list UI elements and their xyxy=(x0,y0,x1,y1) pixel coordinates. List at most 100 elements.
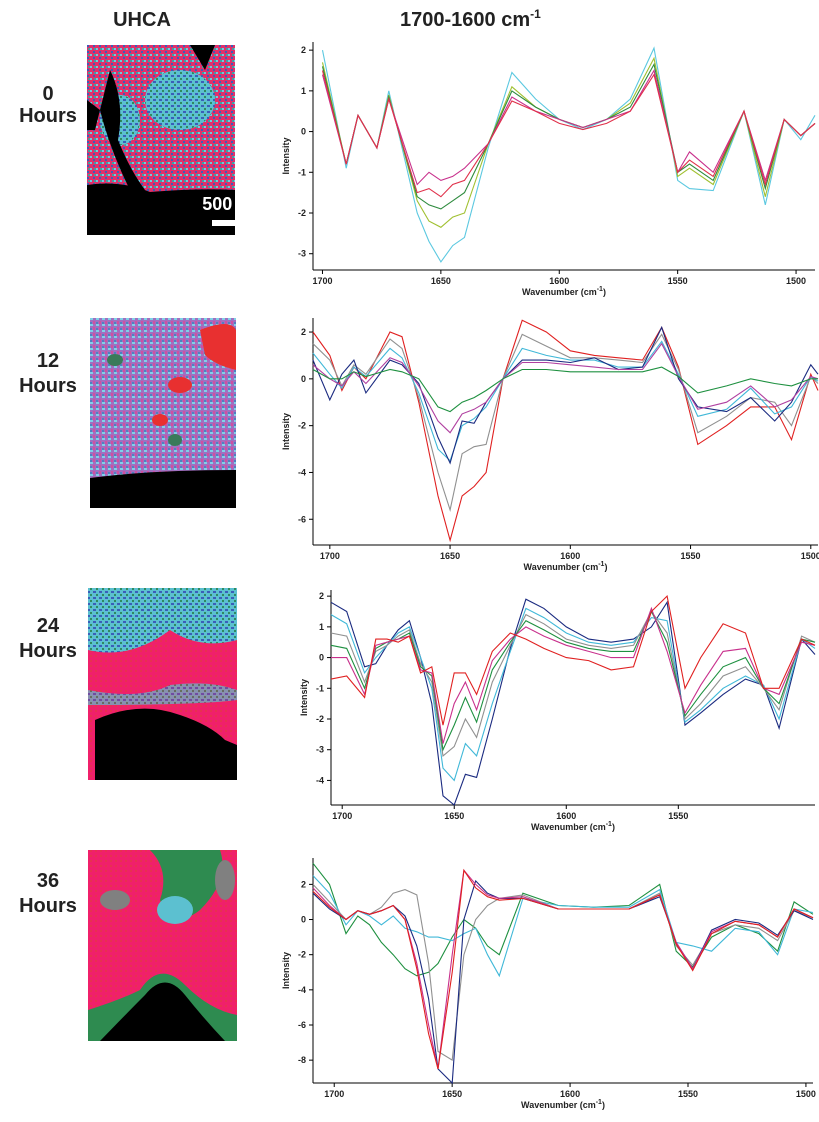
y-tick-label: -3 xyxy=(316,745,324,755)
y-tick-label: 2 xyxy=(319,591,324,601)
y-tick-label: -8 xyxy=(298,1055,306,1065)
x-tick-label: 1550 xyxy=(678,1089,698,1099)
y-tick-label: 2 xyxy=(301,45,306,55)
y-tick-label: -6 xyxy=(298,1020,306,1030)
y-tick-label: -1 xyxy=(298,167,306,177)
x-label-text: Wavenumber (cm xyxy=(522,287,597,297)
y-tick-label: -2 xyxy=(298,208,306,218)
x-label-sup: -1 xyxy=(596,1099,602,1106)
x-tick-label: 1500 xyxy=(796,1089,816,1099)
map-image: 500 µm xyxy=(87,45,266,235)
row-unit: Hours xyxy=(19,375,77,397)
x-label-sup: -1 xyxy=(597,286,603,293)
y-tick-label: -2 xyxy=(298,421,306,431)
x-axis-label: Wavenumber (cm-1) xyxy=(531,821,615,832)
x-tick-label: 1550 xyxy=(681,551,701,561)
y-tick-label: 2 xyxy=(301,327,306,337)
y-tick-label: -2 xyxy=(316,714,324,724)
y-axis-label: Intensity xyxy=(281,137,291,174)
y-tick-label: -4 xyxy=(298,985,306,995)
y-tick-label: 1 xyxy=(301,86,306,96)
row-unit: Hours xyxy=(19,895,77,917)
spectrum-line xyxy=(321,69,816,186)
row-time: 12 xyxy=(37,350,59,372)
x-label-sup: -1 xyxy=(598,561,604,568)
x-tick-label: 1600 xyxy=(560,551,580,561)
x-axis-label: Wavenumber (cm-1) xyxy=(524,561,608,572)
x-label-sup: -1 xyxy=(606,821,612,828)
spectrum-line xyxy=(312,868,814,1070)
x-label-text: Wavenumber (cm xyxy=(531,822,606,832)
x-label-end: ) xyxy=(603,287,606,297)
x-tick-label: 1650 xyxy=(444,811,464,821)
map-image xyxy=(88,850,237,1041)
x-tick-label: 1500 xyxy=(801,551,819,561)
x-tick-label: 1600 xyxy=(556,811,576,821)
spectrum-line xyxy=(321,56,816,228)
x-label-text: Wavenumber (cm xyxy=(524,562,599,572)
y-tick-label: -6 xyxy=(298,514,306,524)
spectrum-line xyxy=(321,46,816,263)
y-tick-label: 1 xyxy=(319,622,324,632)
spectrum-line xyxy=(312,884,814,1062)
spectrum-line xyxy=(330,610,816,757)
y-tick-label: 0 xyxy=(301,374,306,384)
spectrum-line xyxy=(312,319,819,543)
row-unit: Hours xyxy=(19,640,77,662)
map-image xyxy=(88,588,237,780)
x-tick-label: 1700 xyxy=(324,1089,344,1099)
spectrum-line xyxy=(321,62,816,210)
spectrum-line xyxy=(312,862,814,977)
x-label-end: ) xyxy=(612,822,615,832)
spectrum-line xyxy=(312,875,814,978)
x-label-end: ) xyxy=(602,1100,605,1110)
map-image xyxy=(90,318,236,508)
x-tick-label: 1700 xyxy=(312,276,332,286)
row-time: 36 xyxy=(37,870,59,892)
x-tick-label: 1600 xyxy=(560,1089,580,1099)
y-axis-label: Intensity xyxy=(281,413,291,450)
header-left: UHCA xyxy=(113,9,171,31)
x-tick-label: 1550 xyxy=(668,276,688,286)
x-label-end: ) xyxy=(604,562,607,572)
y-axis-label: Intensity xyxy=(299,679,309,716)
y-tick-label: 2 xyxy=(301,879,306,889)
y-tick-label: -3 xyxy=(298,249,306,259)
scale-bar-label: 500 µm xyxy=(202,194,263,214)
spectrum-line xyxy=(330,594,816,726)
x-tick-label: 1650 xyxy=(442,1089,462,1099)
spectrum-line xyxy=(330,607,816,782)
y-tick-label: -2 xyxy=(298,950,306,960)
row-time: 0 xyxy=(42,83,53,105)
spectrum-line xyxy=(312,333,819,513)
x-tick-label: 1550 xyxy=(668,811,688,821)
x-tick-label: 1650 xyxy=(440,551,460,561)
x-label-text: Wavenumber (cm xyxy=(521,1100,596,1110)
x-tick-label: 1700 xyxy=(332,811,352,821)
header-right: 1700-1600 cm-1 xyxy=(400,7,541,31)
row-time: 24 xyxy=(37,615,60,637)
spectrum-line xyxy=(312,342,819,434)
x-tick-label: 1500 xyxy=(786,276,806,286)
spectrum-line xyxy=(312,879,814,1085)
row-unit: Hours xyxy=(19,105,77,127)
y-tick-label: 0 xyxy=(301,915,306,925)
y-tick-label: 0 xyxy=(301,127,306,137)
spectrum-line xyxy=(331,606,816,744)
x-tick-label: 1600 xyxy=(549,276,569,286)
spectrum-line xyxy=(312,366,818,413)
y-axis-label: Intensity xyxy=(281,952,291,989)
x-tick-label: 1650 xyxy=(431,276,451,286)
x-axis-label: Wavenumber (cm-1) xyxy=(521,1099,605,1110)
spectrum-line xyxy=(321,70,816,198)
spectrum-line xyxy=(312,340,819,462)
y-tick-label: -1 xyxy=(316,683,324,693)
spectrum-line xyxy=(330,598,816,806)
y-tick-label: -4 xyxy=(298,467,306,477)
spectrum-line xyxy=(312,325,819,465)
x-axis-label: Wavenumber (cm-1) xyxy=(522,286,606,297)
header-text: 1700-1600 cm xyxy=(400,9,530,31)
header-sup: -1 xyxy=(530,7,541,21)
y-tick-label: 0 xyxy=(319,653,324,663)
